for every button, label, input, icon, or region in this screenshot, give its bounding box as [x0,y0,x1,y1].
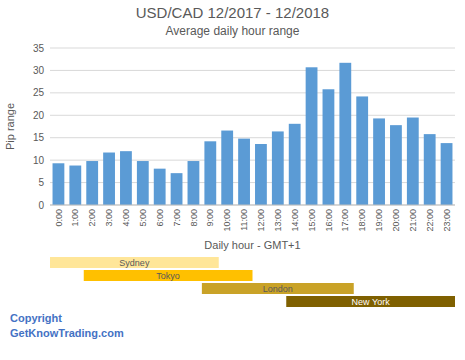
bar [137,161,149,205]
x-tick-label: 7:00 [172,209,182,227]
grid-line [50,70,455,71]
x-tick-label: 17:00 [340,209,350,232]
bar [53,163,65,205]
annotation-line: GetKnowTrading.com [10,327,124,339]
x-axis-line [50,205,455,206]
y-tick-label: 5 [38,177,44,188]
grid-line [50,48,455,49]
x-tick-label: 10:00 [222,209,232,232]
y-tick-label: 35 [33,43,45,54]
x-tick-label: 8:00 [189,209,199,227]
bar [120,151,132,205]
grid-line [50,115,455,116]
x-tick-label: 5:00 [138,209,148,227]
bars [53,63,453,205]
x-tick-label: 2:00 [87,209,97,227]
bar [407,118,419,205]
y-axis-label: Pip range [4,103,16,150]
grid-line [50,92,455,93]
bar [339,63,351,205]
bar [441,143,453,205]
bar [306,67,318,205]
x-tick-label: 22:00 [425,209,435,232]
x-tick-label: 23:00 [442,209,452,232]
y-tick-label: 20 [33,110,45,121]
x-tick-label: 20:00 [391,209,401,232]
x-tick-label: 11:00 [239,209,249,231]
bar [424,134,436,205]
x-tick-label: 3:00 [104,209,114,227]
session-bar [50,257,219,268]
y-tick-label: 25 [33,87,45,98]
session-label: Sydney [119,258,150,268]
bar [103,153,115,205]
bar [272,131,284,205]
bar [373,118,385,205]
subtitle: Average daily hour range [166,24,300,38]
session-label: London [263,284,293,294]
x-tick-label: 15:00 [307,209,317,232]
annotation-line: Copyright [10,312,62,324]
x-tick-label: 9:00 [205,209,215,227]
session-bar [202,283,354,294]
bar [188,161,200,205]
annotation: Copyright GetKnowTrading.com [10,312,124,339]
bar [238,139,250,205]
bar [356,96,368,205]
session-label: Tokyo [156,271,180,281]
x-tick-label: 18:00 [357,209,367,232]
y-tick-label: 15 [33,132,45,143]
x-tick-label: 6:00 [155,209,165,227]
x-axis-label: Daily hour - GMT+1 [204,239,300,251]
x-tick-label: 4:00 [121,209,131,227]
y-tick-label: 10 [33,155,45,166]
chart: USD/CAD 12/2017 - 12/2018 Average daily h… [0,0,465,360]
bar [171,173,183,205]
y-tick-label: 0 [38,200,44,211]
bar [221,131,233,205]
session-bar [84,270,253,281]
background [0,0,465,360]
bar [323,89,335,205]
x-tick-label: 14:00 [290,209,300,232]
title: USD/CAD 12/2017 - 12/2018 [136,4,329,21]
session-bar [286,296,455,307]
bar [86,161,98,205]
bar [289,124,301,205]
bar [69,166,81,205]
session-label: New York [352,297,391,307]
x-tick-label: 21:00 [408,209,418,232]
bar [255,144,267,205]
x-tick-label: 0:00 [54,209,64,227]
x-tick-label: 1:00 [70,209,80,227]
x-tick-label: 13:00 [273,209,283,232]
grid-line [50,205,455,206]
x-tick-label: 16:00 [324,209,334,232]
bar [390,125,402,205]
x-tick-label: 19:00 [374,209,384,232]
x-tick-label: 12:00 [256,209,266,232]
bar [204,141,216,205]
y-tick-label: 30 [33,65,45,76]
bar [154,169,166,205]
